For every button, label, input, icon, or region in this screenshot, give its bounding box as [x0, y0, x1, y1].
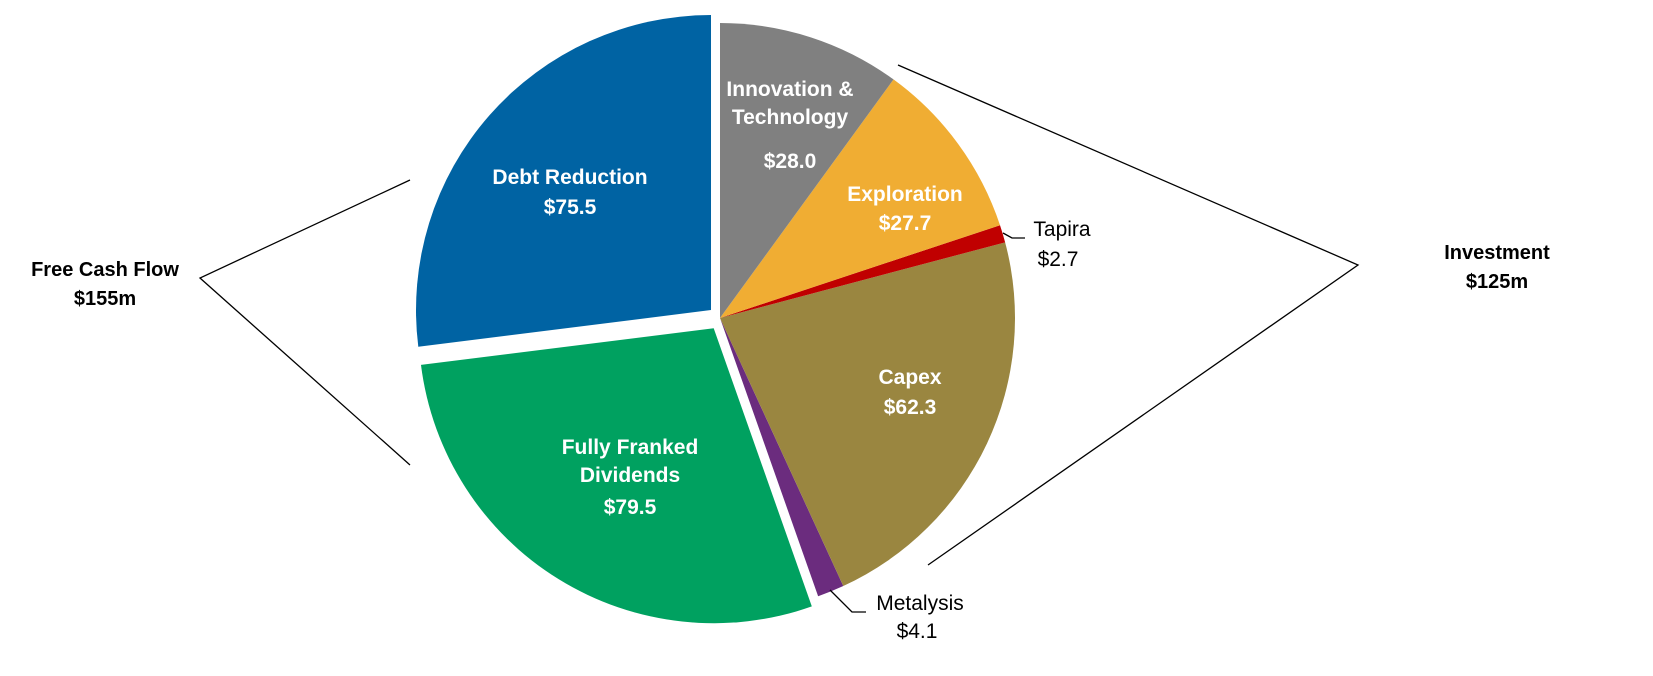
leader-line	[829, 589, 866, 613]
bracket-line	[198, 179, 411, 466]
annotation-label: Investment	[1444, 242, 1550, 264]
pie-slice	[720, 225, 1006, 318]
slice-label: Metalysis	[876, 592, 964, 615]
annotation-value: $125m	[1465, 271, 1529, 293]
pie-slice	[420, 328, 812, 624]
annotation-label: Free Cash Flow	[31, 259, 179, 281]
pie-slice	[720, 318, 844, 597]
leader-line	[1002, 232, 1025, 239]
pie-slice	[720, 23, 894, 318]
slice-label: Innovation & Technology	[726, 78, 854, 129]
bracket-line	[897, 64, 1360, 566]
slice-value-label: $2.7	[1037, 248, 1079, 271]
slice-label: Tapira	[1033, 218, 1091, 241]
slice-value-label: $27.7	[878, 212, 932, 235]
slice-label: Fully Franked Dividends	[561, 436, 699, 487]
pie-slice	[720, 79, 1001, 319]
annotation-value: $155m	[73, 288, 137, 310]
slice-value-label: $4.1	[896, 620, 938, 643]
pie-slice	[416, 15, 712, 347]
slice-label: Exploration	[847, 183, 963, 206]
pie-slice	[720, 242, 1015, 587]
slice-value-label: $79.5	[603, 496, 657, 519]
slice-value-label: $75.5	[543, 196, 597, 219]
slice-label: Debt Reduction	[492, 166, 648, 189]
slice-label: Capex	[878, 366, 942, 389]
slice-value-label: $28.0	[763, 150, 817, 173]
slice-value-label: $62.3	[883, 396, 937, 419]
